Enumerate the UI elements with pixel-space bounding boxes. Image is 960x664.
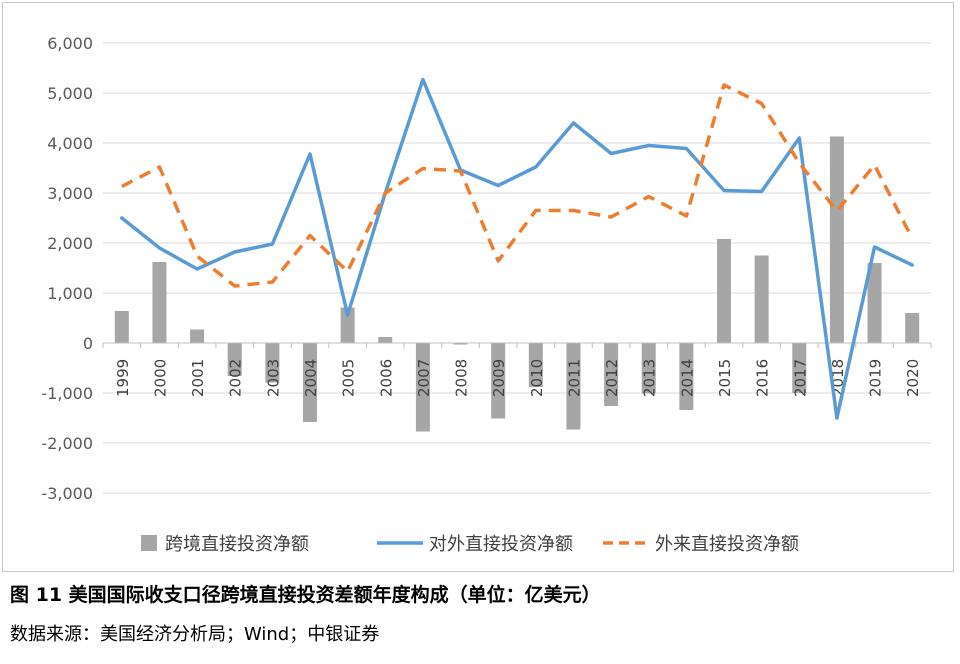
x-tick-label: 2008	[453, 359, 471, 397]
x-tick-label: 2000	[151, 359, 169, 397]
x-tick-label: 2020	[904, 359, 922, 397]
bar	[114, 311, 129, 343]
chart-frame: 6,000 5,000 4,000 3,000 2,000 1,000 0 -1,000 -2,…	[2, 2, 954, 572]
bar	[754, 255, 769, 343]
legend-swatch-bar	[141, 535, 157, 551]
bar	[829, 136, 844, 343]
x-tick-label: 2019	[867, 359, 885, 397]
y-tick-label: 5,000	[47, 84, 93, 103]
x-tick-label: 2010	[528, 359, 546, 397]
y-tick-label: -3,000	[41, 484, 93, 503]
x-tick-label: 1999	[114, 359, 132, 397]
x-tick-label: 2006	[377, 359, 395, 397]
x-tick-label: 2002	[227, 359, 245, 397]
y-tick-label: 3,000	[47, 184, 93, 203]
figure-caption: 图 11 美国国际收支口径跨境直接投资差额年度构成（单位：亿美元）	[10, 584, 601, 606]
y-tick-label: 1,000	[47, 284, 93, 303]
bar	[340, 307, 355, 343]
bar	[566, 343, 581, 430]
x-tick-label: 2016	[754, 359, 772, 397]
y-tick-label: 4,000	[47, 134, 93, 153]
x-tick-label: 2011	[565, 359, 583, 397]
bar	[792, 343, 807, 393]
y-tick-label: -1,000	[41, 384, 93, 403]
legend-label: 跨境直接投资净额	[165, 534, 309, 555]
x-tick-label: 2014	[678, 359, 696, 397]
bar	[491, 343, 506, 419]
bar	[867, 263, 882, 343]
bar	[604, 343, 619, 406]
x-tick-label: 2017	[791, 359, 809, 397]
x-tick-label: 2015	[716, 359, 734, 397]
line-series-inward	[120, 83, 914, 288]
x-tick-label: 2009	[490, 359, 508, 397]
x-tick-label: 2004	[302, 359, 320, 397]
x-tick-label: 2013	[641, 359, 659, 397]
bar	[641, 343, 656, 394]
bar	[303, 343, 317, 422]
y-tick-label: 0	[83, 334, 93, 353]
figure-source: 数据来源：美国经济分析局；Wind；中银证券	[10, 624, 380, 645]
bar	[905, 313, 920, 343]
y-tick-label: -2,000	[41, 434, 93, 453]
y-tick-label: 6,000	[47, 34, 93, 53]
x-tick-label: 2001	[189, 359, 207, 397]
bar	[453, 343, 468, 345]
x-tick-label: 2003	[264, 359, 282, 397]
x-tick-label: 2012	[603, 359, 621, 397]
bar	[717, 239, 731, 343]
line-series-outward	[120, 77, 914, 420]
bar	[152, 262, 167, 343]
chart-svg: 6,000 5,000 4,000 3,000 2,000 1,000 0 -1,000 -2,…	[41, 34, 932, 555]
bar	[528, 343, 543, 387]
bar	[190, 329, 205, 343]
bar	[378, 337, 393, 343]
x-tick-label: 2007	[415, 359, 433, 397]
legend-label: 外来直接投资净额	[655, 534, 799, 555]
bar	[679, 343, 694, 410]
bar	[227, 343, 242, 376]
y-tick-label: 2,000	[47, 234, 93, 253]
x-tick-label: 2005	[340, 359, 358, 397]
bar	[415, 343, 430, 432]
legend-label: 对外直接投资净额	[429, 534, 573, 555]
bar	[265, 343, 280, 383]
